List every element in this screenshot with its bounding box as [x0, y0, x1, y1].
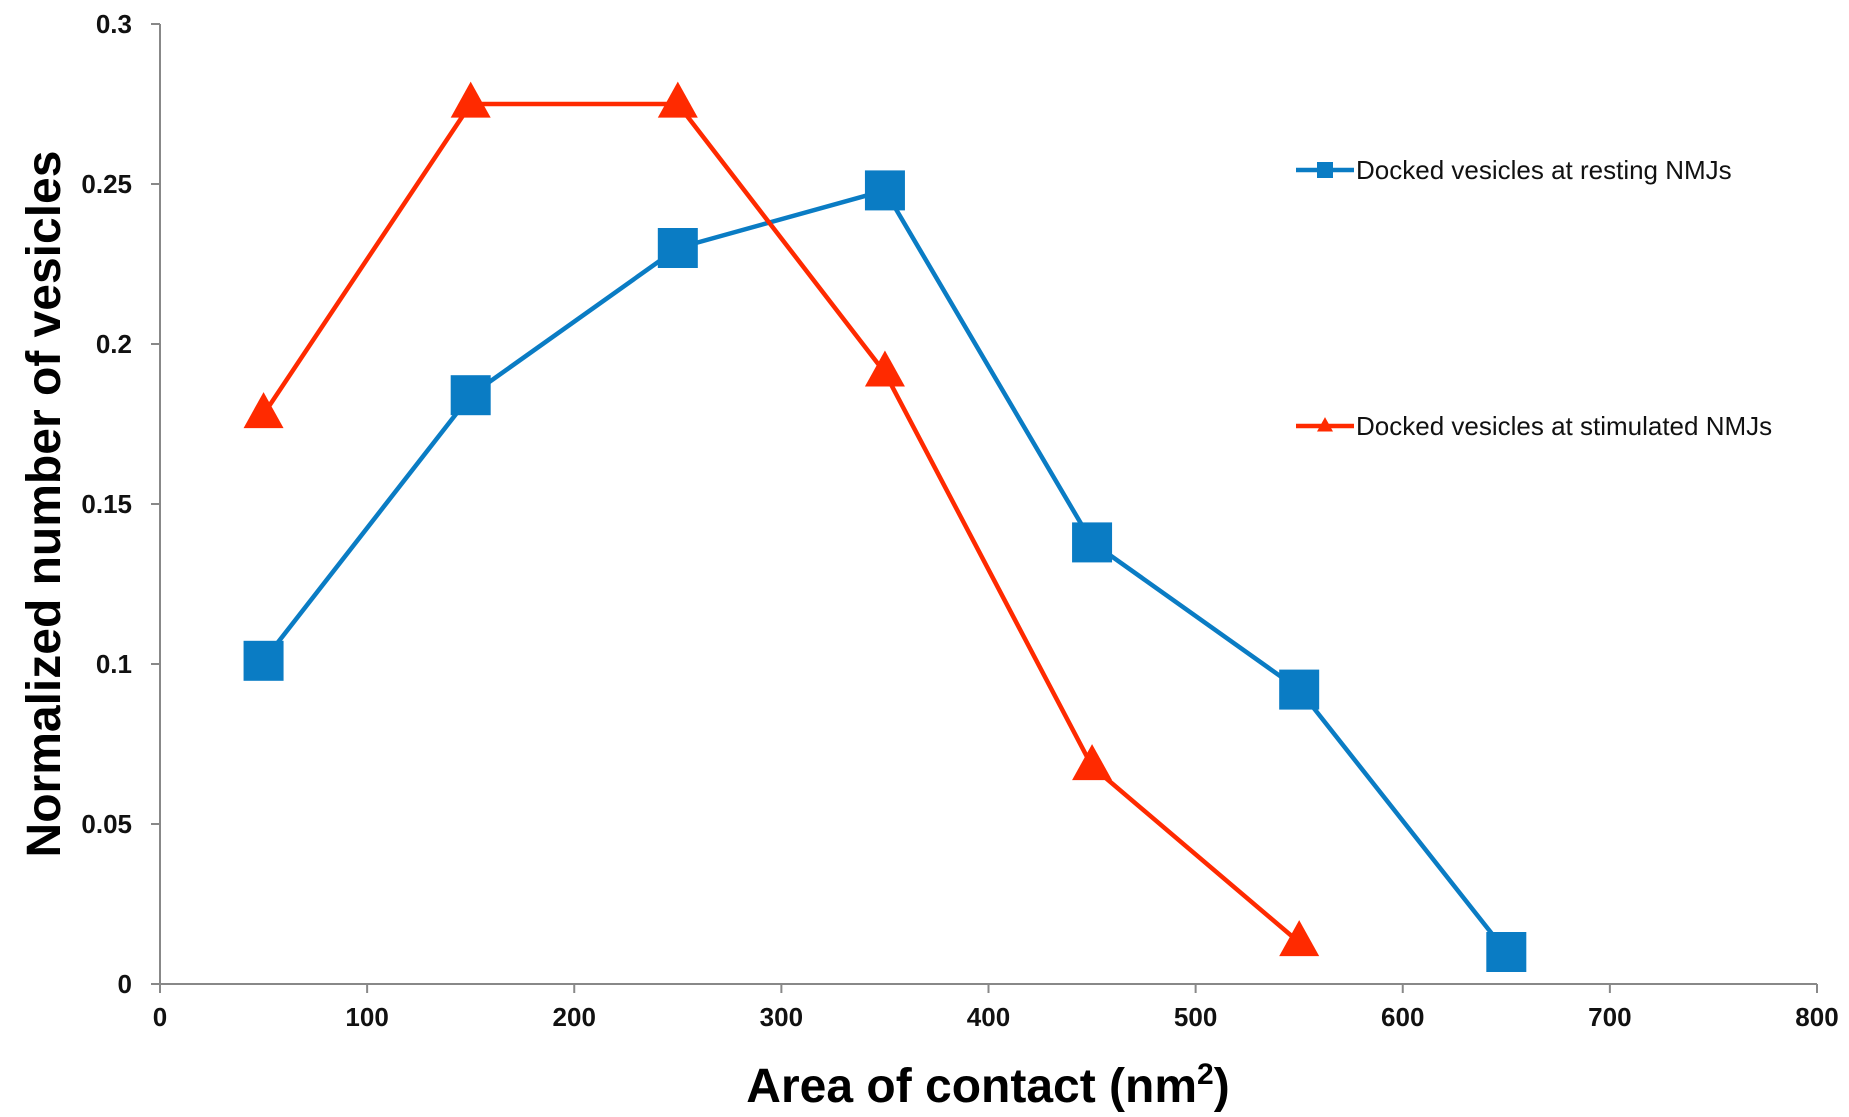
x-tick-label: 500	[1174, 1002, 1217, 1032]
x-axis-ticks: 0 100 200 300 400 500 600 700 800	[153, 984, 1839, 1032]
legend: Docked vesicles at resting NMJs Docked ve…	[1296, 155, 1772, 441]
legend-1-marker	[1317, 417, 1333, 432]
y-tick-label: 0.05	[81, 809, 132, 839]
x-tick-label: 600	[1381, 1002, 1424, 1032]
y-tick-label: 0.25	[81, 169, 132, 199]
series-1-point	[1072, 744, 1113, 781]
y-tick-label: 0.2	[96, 329, 132, 359]
series-0-point	[1072, 522, 1113, 563]
x-tick-label: 400	[967, 1002, 1010, 1032]
series-1-point	[243, 392, 284, 429]
x-tick-label: 200	[553, 1002, 596, 1032]
y-tick-label: 0.1	[96, 649, 132, 679]
y-tick-label: 0.15	[81, 489, 132, 519]
x-tick-label: 300	[760, 1002, 803, 1032]
series-0-point	[864, 170, 905, 211]
series-0-line	[261, 188, 1509, 954]
y-axis-title: Normalized number of vesicles	[18, 151, 71, 858]
series-0-point	[450, 375, 491, 416]
x-tick-label: 700	[1588, 1002, 1631, 1032]
legend-1-label: Docked vesicles at stimulated NMJs	[1356, 411, 1772, 441]
series-0-point	[243, 640, 284, 681]
series-1-line	[261, 101, 1301, 945]
y-tick-label: 0	[118, 969, 132, 999]
y-axis-ticks: 0 0.05 0.1 0.15 0.2 0.25 0.3	[81, 9, 160, 999]
x-tick-label: 0	[153, 1002, 167, 1032]
series-layer	[243, 81, 1527, 972]
x-tick-label: 100	[345, 1002, 388, 1032]
legend-0-marker	[1317, 162, 1333, 178]
series-0-point	[657, 228, 698, 268]
series-0-point	[1486, 932, 1527, 972]
x-tick-label: 800	[1795, 1002, 1838, 1032]
y-tick-label: 0.3	[96, 9, 132, 39]
series-0-point	[1279, 669, 1320, 710]
x-axis-title: Area of contact (nm2)	[746, 1058, 1229, 1113]
legend-0-label: Docked vesicles at resting NMJs	[1356, 155, 1732, 185]
series-1-point	[450, 81, 491, 118]
series-1-point	[864, 350, 905, 387]
series-1-point	[657, 81, 698, 118]
series-1-point	[1279, 920, 1320, 957]
